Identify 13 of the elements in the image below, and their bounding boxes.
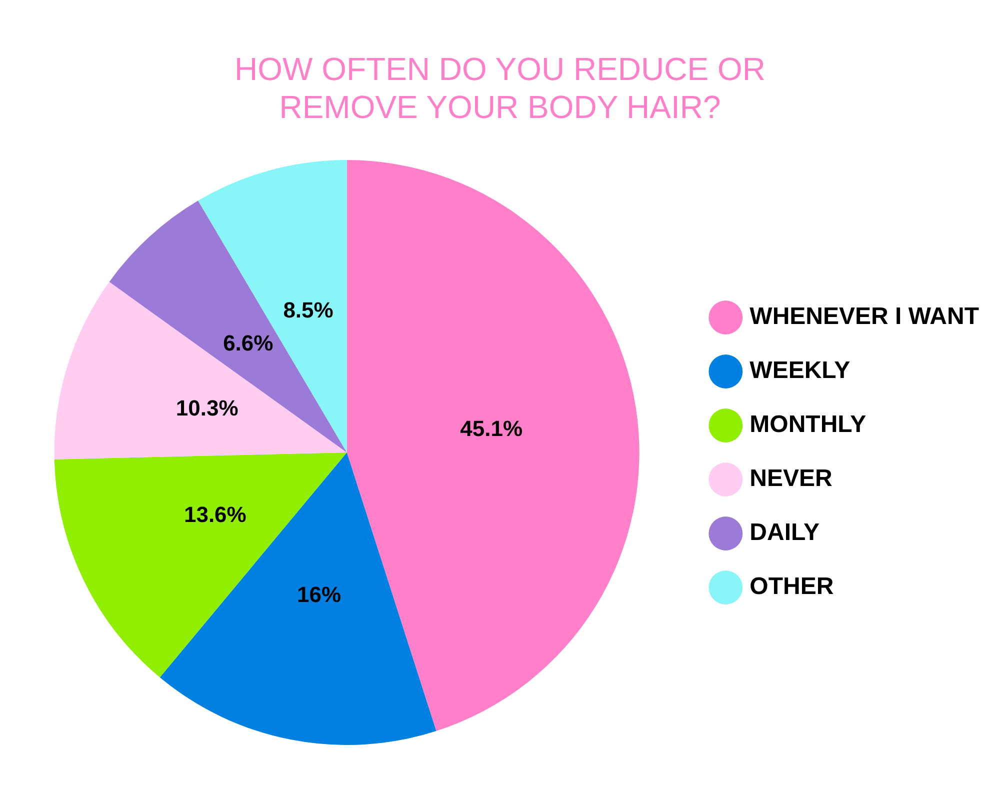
data-label: 13.6% <box>184 502 246 528</box>
chart-title: HOW OFTEN DO YOU REDUCE OR REMOVE YOUR BODY HAIR? <box>234 50 766 126</box>
legend-label: MONTHLY <box>750 411 866 438</box>
legend-label: WEEKLY <box>750 357 850 384</box>
data-label: 6.6% <box>223 330 274 356</box>
legend-label: NEVER <box>750 465 832 492</box>
legend-label: WHENEVER I WANT <box>750 303 980 330</box>
data-label: 45.1% <box>460 416 523 441</box>
data-label: 10.3% <box>176 395 238 420</box>
data-label: 8.5% <box>283 297 334 322</box>
legend-label: OTHER <box>750 573 834 600</box>
data-label: 16% <box>296 582 342 608</box>
legend-label: DAILY <box>750 519 820 546</box>
